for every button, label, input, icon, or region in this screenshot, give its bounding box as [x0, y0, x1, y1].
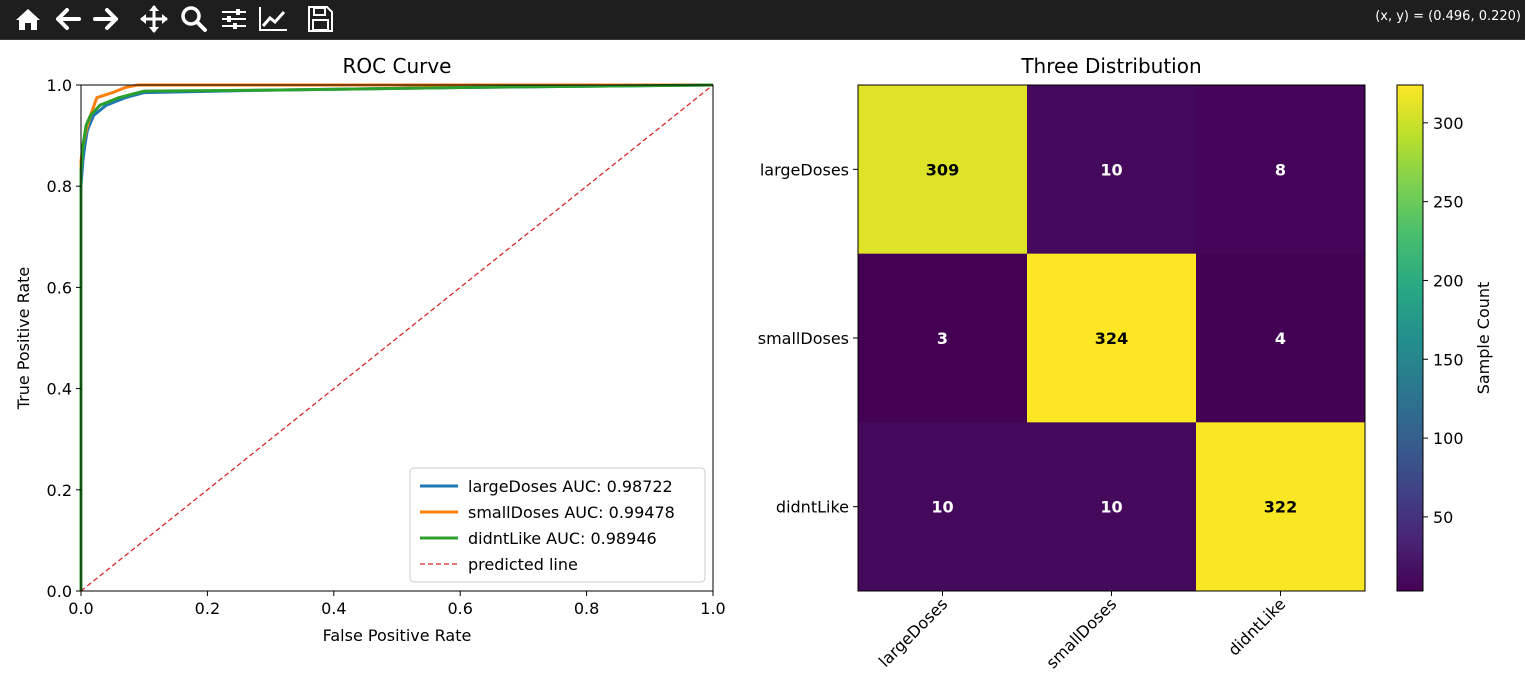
roc-chart: ROC Curve 0.0 0.2 0.4 0.6 0.8 1.0 0.0 0.2 0.4 0.6 0… [14, 54, 726, 645]
roc-y-tick-label: 0.6 [47, 278, 72, 297]
heatmap-cell-value: 322 [1264, 498, 1297, 517]
heatmap-cell-value: 3 [937, 329, 948, 348]
roc-legend-label-3: predicted line [468, 555, 578, 574]
forward-icon[interactable] [90, 4, 122, 34]
roc-y-axis-label: True Positive Rate [14, 267, 33, 411]
figure: ROC Curve 0.0 0.2 0.4 0.6 0.8 1.0 0.0 0.2 0.4 0.6 0… [0, 40, 1525, 676]
roc-title: ROC Curve [343, 54, 452, 78]
roc-legend-label-1: smallDoses AUC: 0.99478 [468, 503, 675, 522]
roc-legend-label-2: didntLike AUC: 0.98946 [468, 529, 657, 548]
heatmap-col-label: largeDoses [875, 594, 951, 670]
toolbar: (x, y) = (0.496, 0.220) [0, 0, 1525, 40]
roc-y-tick-label: 0.4 [47, 380, 72, 399]
heatmap-cell [1196, 85, 1366, 255]
heatmap-cell-value: 8 [1275, 160, 1286, 179]
colorbar-tick-label: 50 [1433, 508, 1453, 527]
roc-y-tick-label: 0.0 [47, 582, 72, 601]
colorbar-tick-label: 150 [1433, 350, 1464, 369]
heatmap-cell [1196, 422, 1366, 592]
heatmap-title: Three Distribution [1020, 54, 1201, 78]
colorbar [1396, 84, 1424, 592]
heatmap-row-label: largeDoses [760, 160, 849, 179]
heatmap-cell [858, 253, 1028, 423]
heatmap-row-label: smallDoses [758, 329, 849, 348]
roc-series-line-3 [80, 84, 714, 592]
heatmap-cell [1027, 85, 1197, 255]
figure-canvas[interactable]: ROC Curve 0.0 0.2 0.4 0.6 0.8 1.0 0.0 0.2 0.4 0.6 0… [0, 40, 1525, 676]
roc-x-tick-label: 1.0 [700, 599, 725, 618]
roc-y-tick-label: 0.2 [47, 481, 72, 500]
roc-series-line-2 [79, 83, 714, 591]
home-icon[interactable] [12, 4, 44, 34]
colorbar-tick-label: 250 [1433, 193, 1464, 212]
heatmap-cell [858, 422, 1028, 592]
heatmap-cell-value: 10 [1100, 160, 1122, 179]
back-icon[interactable] [52, 4, 84, 34]
colorbar-tick-label: 200 [1433, 271, 1464, 290]
pan-icon[interactable] [138, 4, 170, 34]
heatmap-row-label: didntLike [776, 498, 849, 517]
subplots-icon[interactable] [218, 4, 250, 34]
roc-y-tick-label: 1.0 [47, 76, 72, 95]
confusion-heatmap: Three Distribution 309 10 8 3 324 4 10 10 322 larg… [758, 54, 1493, 672]
heatmap-cell [1196, 253, 1366, 423]
heatmap-cell [1027, 422, 1197, 592]
roc-x-tick-label: 0.6 [447, 599, 472, 618]
roc-x-axis-label: False Positive Rate [323, 626, 472, 645]
colorbar-tick-label: 300 [1433, 114, 1464, 133]
save-icon[interactable] [304, 4, 336, 34]
edit-lines-icon[interactable] [257, 4, 289, 34]
colorbar-label: Sample Count [1474, 282, 1493, 395]
heatmap-cell [1027, 253, 1197, 423]
heatmap-cell-value: 10 [1100, 498, 1122, 517]
heatmap-cell-value: 309 [926, 160, 959, 179]
roc-y-tick-label: 0.8 [47, 177, 72, 196]
roc-x-tick-label: 0.0 [68, 599, 93, 618]
coordinate-readout: (x, y) = (0.496, 0.220) [1375, 9, 1521, 24]
colorbar-tick-label: 100 [1433, 429, 1464, 448]
roc-x-tick-label: 0.4 [321, 599, 346, 618]
heatmap-cell-value: 324 [1095, 329, 1128, 348]
roc-legend [409, 467, 706, 583]
heatmap-cell-value: 10 [931, 498, 953, 517]
heatmap-col-label: smallDoses [1042, 594, 1120, 672]
heatmap-cell [858, 85, 1028, 255]
roc-x-tick-label: 0.8 [574, 599, 599, 618]
roc-legend-label-0: largeDoses AUC: 0.98722 [468, 477, 673, 496]
roc-axes-frame [80, 84, 714, 592]
zoom-icon[interactable] [178, 4, 210, 34]
roc-x-tick-label: 0.2 [195, 599, 220, 618]
heatmap-col-label: didntLike [1224, 594, 1289, 659]
heatmap-cell-value: 4 [1275, 329, 1286, 348]
